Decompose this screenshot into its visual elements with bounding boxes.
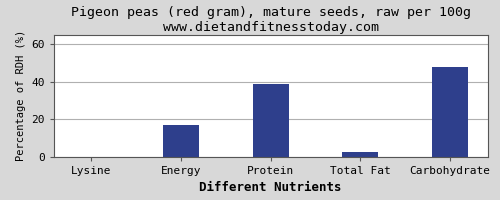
Bar <box>163 125 199 157</box>
Bar <box>342 152 378 157</box>
Bar <box>252 84 288 157</box>
Title: Pigeon peas (red gram), mature seeds, raw per 100g
www.dietandfitnesstoday.com: Pigeon peas (red gram), mature seeds, ra… <box>70 6 470 34</box>
X-axis label: Different Nutrients: Different Nutrients <box>200 181 342 194</box>
Y-axis label: Percentage of RDH (%): Percentage of RDH (%) <box>16 30 26 161</box>
Bar <box>432 67 468 157</box>
